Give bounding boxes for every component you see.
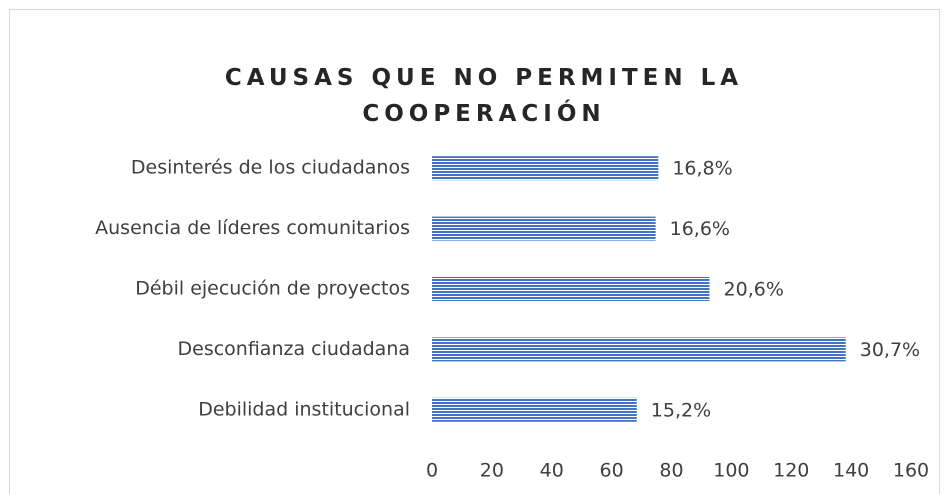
- x-tick-label: 140: [833, 460, 869, 482]
- y-tick-label: Desconfianza ciudadana: [178, 338, 411, 360]
- y-tick-label: Ausencia de líderes comunitarios: [95, 217, 410, 239]
- value-label: 16,6%: [670, 218, 730, 240]
- x-tick-label: 80: [659, 460, 683, 482]
- x-tick-label: 20: [480, 460, 504, 482]
- x-tick-label: 0: [426, 460, 438, 482]
- bar: [432, 277, 710, 301]
- chart-title: CAUSAS QUE NO PERMITEN LA COOPERACIÓN: [224, 65, 744, 127]
- chart-border: [9, 9, 940, 494]
- value-label: 20,6%: [724, 279, 784, 301]
- x-tick-label: 100: [713, 460, 749, 482]
- value-label: 15,2%: [651, 399, 711, 421]
- value-label: 30,7%: [860, 339, 920, 361]
- x-tick-label: 120: [773, 460, 809, 482]
- bar: [432, 337, 846, 362]
- x-tick-label: 60: [600, 460, 624, 482]
- x-tick-label: 160: [893, 460, 929, 482]
- bar: [432, 156, 659, 181]
- y-tick-label: Débil ejecución de proyectos: [135, 278, 410, 300]
- y-tick-label: Desinterés de los ciudadanos: [131, 157, 410, 179]
- bar: [432, 397, 637, 422]
- x-tick-label: 40: [540, 460, 564, 482]
- y-tick-label: Debilidad institucional: [198, 398, 410, 420]
- value-label: 16,8%: [672, 158, 732, 180]
- bar: [432, 216, 656, 241]
